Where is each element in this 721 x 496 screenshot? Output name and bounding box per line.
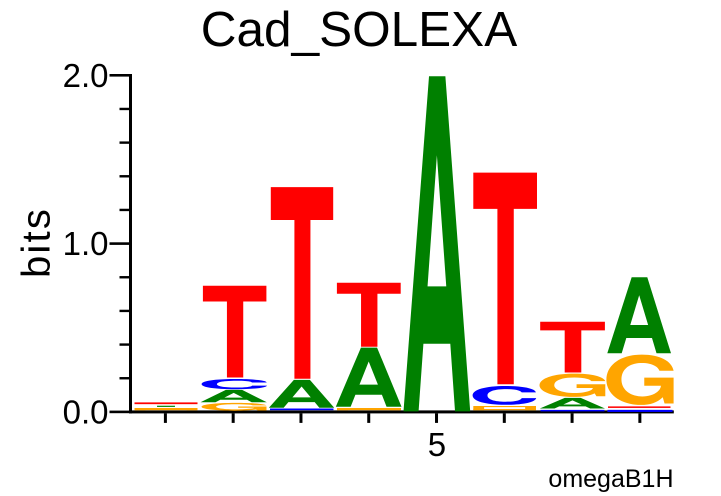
svg-text:bits: bits bbox=[14, 207, 58, 278]
svg-text:1.0: 1.0 bbox=[63, 225, 109, 262]
svg-text:0.0: 0.0 bbox=[63, 393, 109, 430]
svg-text:omegaB1H: omegaB1H bbox=[548, 465, 673, 493]
svg-text:Cad_SOLEXA: Cad_SOLEXA bbox=[201, 2, 517, 57]
svg-text:5: 5 bbox=[428, 426, 446, 463]
svg-text:2.0: 2.0 bbox=[63, 57, 109, 94]
